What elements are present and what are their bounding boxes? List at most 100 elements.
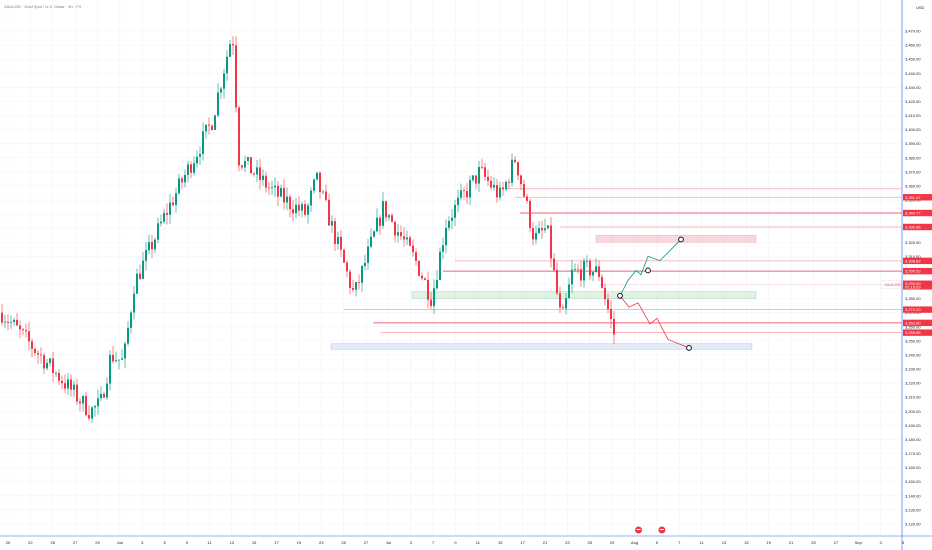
candle-body <box>421 275 423 279</box>
candle-body <box>169 202 171 215</box>
candle <box>388 213 390 221</box>
candle-body <box>214 115 216 130</box>
price-badge-label: 3,255.86 <box>905 330 921 335</box>
candle-body <box>511 159 513 183</box>
candle <box>85 391 87 417</box>
candle-body <box>412 245 414 253</box>
candle-body <box>7 321 9 323</box>
candle <box>91 405 93 423</box>
candle <box>61 375 63 390</box>
candle-body <box>376 217 378 232</box>
candle <box>292 200 294 222</box>
candle-body <box>28 331 30 342</box>
candle-body <box>463 190 465 192</box>
candle <box>82 394 84 412</box>
candle <box>124 341 126 368</box>
candle-body <box>112 354 114 362</box>
candle-body <box>247 157 249 161</box>
target-zone <box>330 343 753 350</box>
candle <box>448 216 450 231</box>
candle-body <box>424 278 426 280</box>
candle <box>151 234 153 258</box>
candle <box>208 117 210 135</box>
x-tick-label: 21 <box>789 540 794 545</box>
candle <box>439 247 441 281</box>
candle-body <box>178 178 180 194</box>
candle-body <box>85 395 87 416</box>
candle <box>484 162 486 181</box>
candle-body <box>346 262 348 272</box>
candle <box>187 160 189 183</box>
x-tick-label: 11 <box>700 540 705 545</box>
candle <box>361 264 363 292</box>
currency-label[interactable]: USD <box>916 5 925 10</box>
candle <box>517 161 519 181</box>
candle-body <box>517 162 519 176</box>
price-badge-box <box>903 267 932 275</box>
candle <box>418 260 420 277</box>
y-tick-label: 3,450.00 <box>905 57 921 62</box>
y-tick-label: 3,240.00 <box>905 352 921 357</box>
bullish-projection-path <box>619 239 682 296</box>
candle <box>130 310 132 334</box>
candle <box>367 238 369 271</box>
y-tick-label: 3,420.00 <box>905 99 921 104</box>
candle-body <box>172 202 174 206</box>
candle <box>472 175 474 183</box>
candle-body <box>526 196 528 201</box>
candle-body <box>610 308 612 320</box>
symbol-tag <box>881 280 902 289</box>
candle-body <box>253 173 255 175</box>
candle <box>34 347 36 356</box>
candle-body <box>97 398 99 407</box>
x-tick-label: Jun <box>117 540 123 545</box>
candle <box>481 158 483 170</box>
y-tick-label: 3,280.00 <box>905 296 921 301</box>
candle-body <box>94 406 96 408</box>
candle <box>295 197 297 219</box>
candle <box>415 248 417 266</box>
candle <box>274 177 276 198</box>
y-tick-label: 3,260.00 <box>905 324 921 329</box>
x-tick-label: 19 <box>297 540 302 545</box>
candle-body <box>313 179 315 191</box>
price-badge-box <box>903 209 932 217</box>
candle <box>469 175 471 206</box>
candle-body <box>304 204 306 215</box>
candle-body <box>301 204 303 211</box>
candle <box>115 351 117 363</box>
x-tick-label: 20 <box>6 540 11 545</box>
candle-body <box>490 180 492 188</box>
candle <box>235 36 237 113</box>
y-tick-label: 3,390.00 <box>905 141 921 146</box>
candle-body <box>160 221 162 224</box>
candle-body <box>574 268 576 270</box>
y-tick-label: 3,410.00 <box>905 113 921 118</box>
candle-body <box>406 237 408 240</box>
candle-body <box>136 273 138 294</box>
price-badge-box <box>903 223 932 231</box>
candle-body <box>55 372 57 374</box>
candle-body <box>448 220 450 228</box>
x-tick-label: 5 <box>164 540 167 545</box>
candle-body <box>352 287 354 290</box>
candle-body <box>544 228 546 231</box>
candle-body <box>16 319 18 326</box>
candle <box>502 181 504 196</box>
x-tick-label: 13 <box>230 540 235 545</box>
candle <box>25 323 27 338</box>
candle-body <box>556 269 558 294</box>
time-axis: 20 22 26 27 29 Jun 3 5 9 11 13 15 17 19 23 25 27 Jul 3 7 9 11… <box>6 540 905 545</box>
x-tick-label: 5 <box>902 540 905 545</box>
candle-body <box>430 299 432 307</box>
candle-body <box>328 199 330 226</box>
candle <box>220 86 222 100</box>
candle-body <box>148 242 150 251</box>
x-tick-label: 17 <box>274 540 279 545</box>
x-tick-label: 15 <box>744 540 749 545</box>
candle <box>400 225 402 241</box>
candle-body <box>580 269 582 281</box>
resistance-zone <box>595 235 757 243</box>
candle <box>562 304 564 309</box>
